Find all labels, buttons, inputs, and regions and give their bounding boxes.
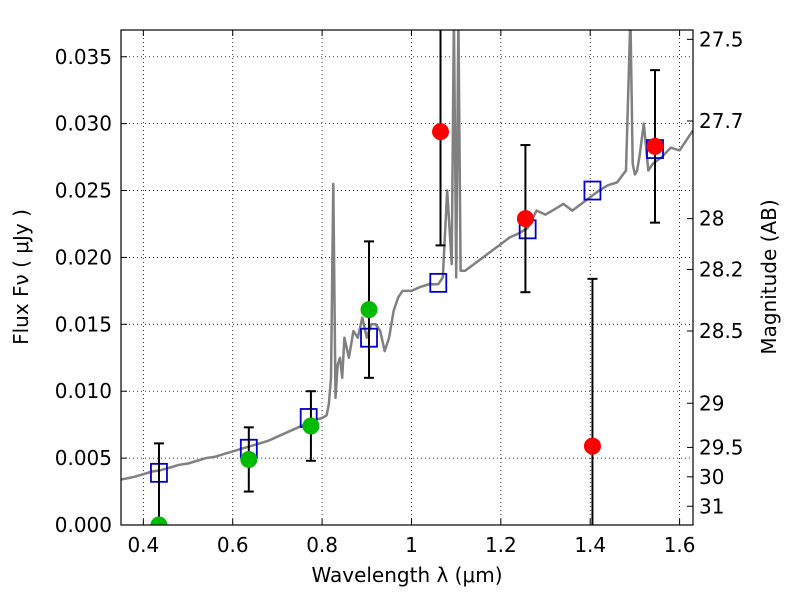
y-tick-label: 0.000 bbox=[55, 513, 112, 537]
mag-tick-label: 30 bbox=[699, 465, 724, 489]
mag-tick-label: 28.2 bbox=[699, 257, 744, 281]
mag-tick-label: 28.5 bbox=[699, 319, 744, 343]
green-point bbox=[150, 516, 168, 525]
x-tick-label: 1.6 bbox=[664, 533, 696, 557]
plot-area bbox=[121, 30, 693, 525]
y-axis-label: Flux Fν ( μJy ) bbox=[9, 209, 33, 345]
mag-tick-label: 28 bbox=[699, 207, 724, 231]
y-tick-label: 0.025 bbox=[55, 179, 112, 203]
x-tick-label: 0.4 bbox=[127, 533, 159, 557]
template-spectrum-line bbox=[121, 30, 693, 481]
mag-tick-label: 31 bbox=[699, 494, 724, 518]
red-point bbox=[583, 437, 601, 455]
model-photometry-square bbox=[429, 272, 448, 293]
green-point bbox=[360, 301, 378, 319]
x-tick-label: 0.6 bbox=[217, 533, 249, 557]
x-tick-label: 1.2 bbox=[485, 533, 517, 557]
green-point bbox=[302, 417, 320, 435]
x-axis-label: Wavelength λ (μm) bbox=[311, 563, 502, 587]
x-tick-label: 1 bbox=[405, 533, 418, 557]
model-photometry-square bbox=[583, 180, 602, 201]
red-point bbox=[432, 123, 450, 141]
y-tick-label: 0.005 bbox=[55, 446, 112, 470]
mag-tick-label: 29.5 bbox=[699, 435, 744, 459]
x-tick-label: 1.4 bbox=[574, 533, 606, 557]
y2-axis-label: Magnitude (AB) bbox=[757, 199, 781, 354]
axis-labels: Wavelength λ (μm) Flux Fν ( μJy ) Magnit… bbox=[9, 199, 781, 587]
y-tick-label: 0.030 bbox=[55, 112, 112, 136]
mag-tick-label: 27.7 bbox=[699, 109, 744, 133]
mag-tick-label: 29 bbox=[699, 391, 724, 415]
green-point bbox=[240, 450, 258, 468]
plot-frame bbox=[120, 29, 694, 526]
y-tick-label: 0.020 bbox=[55, 245, 112, 269]
axis-ticks: 0.4 0.6 0.8 1 1.2 1.4 1.6 0.000 0.005 0.010 0.015 0… bbox=[55, 27, 744, 557]
y-tick-label: 0.010 bbox=[55, 379, 112, 403]
mag-tick-label: 27.5 bbox=[699, 27, 744, 51]
grid bbox=[121, 30, 693, 525]
y-tick-label: 0.015 bbox=[55, 312, 112, 336]
y-tick-label: 0.035 bbox=[55, 45, 112, 69]
red-point bbox=[646, 137, 664, 155]
x-tick-label: 0.8 bbox=[306, 533, 338, 557]
red-point bbox=[516, 210, 534, 228]
